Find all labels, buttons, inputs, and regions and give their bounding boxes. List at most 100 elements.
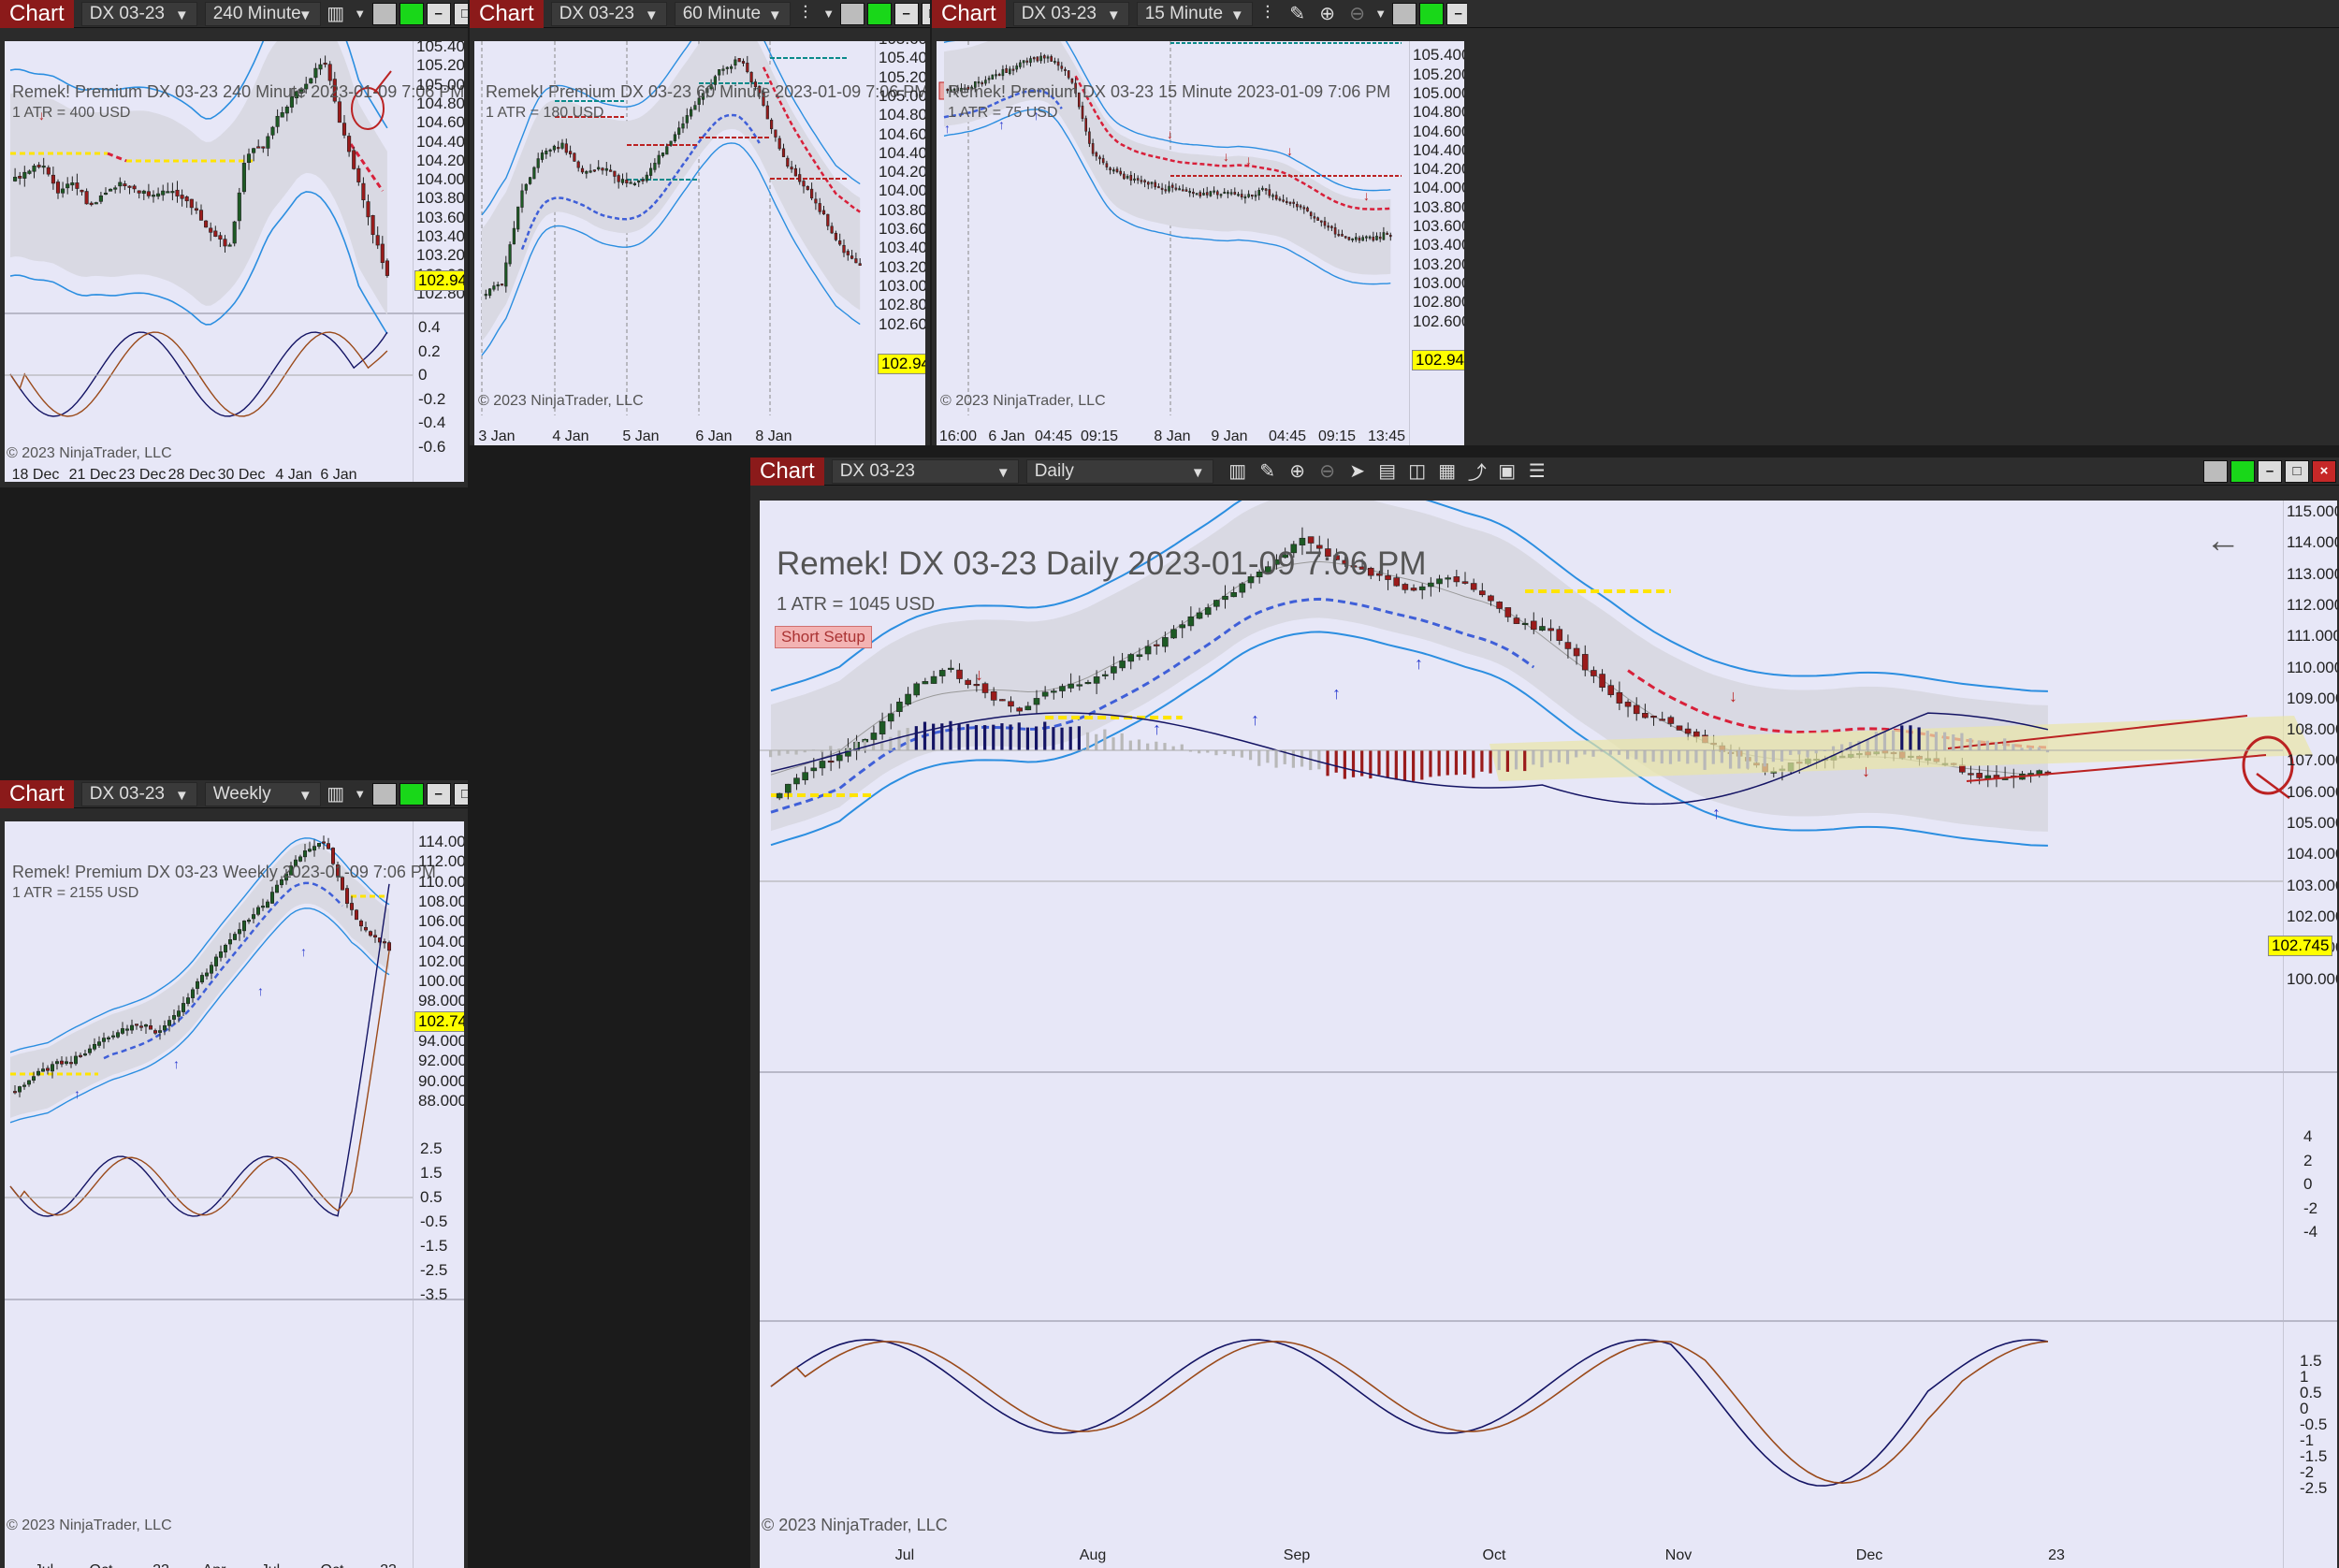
minimize-icon[interactable]: – bbox=[893, 2, 919, 25]
panel-separator[interactable] bbox=[5, 1299, 464, 1300]
chart-tab[interactable]: Chart bbox=[0, 780, 74, 808]
histogram-bar bbox=[1505, 750, 1510, 772]
indicators-icon[interactable]: ▦ bbox=[1438, 461, 1457, 482]
link-gray-button[interactable] bbox=[371, 782, 397, 806]
cursor-icon[interactable]: ➤ bbox=[1349, 461, 1366, 482]
minimize-icon[interactable]: – bbox=[1446, 2, 1467, 25]
panel-separator[interactable] bbox=[760, 1320, 2337, 1322]
x-axis-tick: 22 bbox=[153, 1562, 169, 1568]
back-arrow-icon[interactable]: ← bbox=[2205, 521, 2241, 560]
bar-type-icon[interactable]: ▥ bbox=[1228, 461, 1247, 482]
candle-body bbox=[74, 1055, 79, 1065]
link-green-button[interactable] bbox=[866, 2, 892, 25]
link-gray-button[interactable] bbox=[1391, 2, 1416, 25]
interval-selector[interactable]: 15 Minute ▼ bbox=[1136, 1, 1253, 26]
instrument-selector[interactable]: DX 03-23 ▼ bbox=[1012, 1, 1129, 26]
zoom-in-icon[interactable]: ⊕ bbox=[1289, 461, 1306, 482]
link-green-button[interactable] bbox=[1418, 2, 1444, 25]
chart-tab[interactable]: Chart bbox=[932, 0, 1006, 28]
oscillator-fast-line bbox=[9, 331, 388, 417]
candle-body bbox=[1316, 217, 1319, 221]
candle-body bbox=[620, 179, 625, 183]
link-green-button[interactable] bbox=[2230, 459, 2255, 483]
link-gray-button[interactable] bbox=[2203, 459, 2228, 483]
zoom-out-icon[interactable]: ⊖ bbox=[1319, 461, 1336, 482]
chart-plot-15min[interactable]: ↑ ↑ ↑ ↓ ↓ ↓ ↓ ↓ Remek! Premium DX 03-23 15 Minu… bbox=[937, 41, 1464, 445]
candle-body bbox=[613, 170, 617, 177]
bar-type-icon[interactable]: ▥ bbox=[327, 784, 345, 805]
candle-body bbox=[1309, 211, 1313, 216]
candle-body bbox=[790, 167, 793, 170]
candle-body bbox=[1039, 55, 1042, 62]
pencil-icon[interactable]: ✎ bbox=[1259, 461, 1276, 482]
interval-selector[interactable]: Weekly ▼ bbox=[204, 781, 321, 806]
histogram-bar bbox=[940, 723, 944, 750]
close-icon[interactable]: × bbox=[2312, 459, 2336, 483]
maximize-icon[interactable]: □ bbox=[453, 782, 468, 806]
histogram-bar bbox=[914, 726, 918, 750]
instrument-selector[interactable]: DX 03-23 ▼ bbox=[80, 781, 197, 806]
chart-plot-240min[interactable]: ↓ Remek! Premium DX 03-23 240 Minute 202… bbox=[5, 41, 464, 482]
chevron-down-icon[interactable]: ▼ bbox=[354, 7, 367, 21]
instrument-selector[interactable]: DX 03-23 ▼ bbox=[80, 1, 197, 26]
interval-selector[interactable]: 60 Minute ▼ bbox=[674, 1, 791, 26]
price-tick: 104.800 bbox=[416, 94, 464, 112]
strategies-icon[interactable]: ⤴ bbox=[1467, 463, 1487, 484]
price-tick: 106.000 bbox=[2287, 782, 2337, 801]
bar-type-icon[interactable]: ⫶ bbox=[803, 3, 808, 23]
candle-body bbox=[604, 167, 608, 171]
trailing-stop-bull bbox=[103, 881, 343, 1060]
candle-body bbox=[1642, 713, 1649, 719]
zoom-out-icon[interactable]: ⊖ bbox=[1349, 4, 1366, 24]
candle-body bbox=[1067, 70, 1070, 79]
target-circle bbox=[2242, 735, 2294, 795]
zoom-in-icon[interactable]: ⊕ bbox=[1319, 4, 1336, 24]
candle-body bbox=[1041, 691, 1049, 697]
list-icon[interactable]: ☰ bbox=[1528, 461, 1546, 482]
candle-body bbox=[70, 182, 75, 186]
link-gray-button[interactable] bbox=[371, 2, 397, 25]
histogram-bar bbox=[1909, 725, 1912, 750]
chart-plot-weekly[interactable]: ↑ ↑ ↑ ↑ Remek! Premium DX 03-23 Weekly 2023… bbox=[5, 821, 464, 1568]
chart-tab[interactable]: Chart bbox=[750, 457, 824, 486]
maximize-icon[interactable]: □ bbox=[2285, 459, 2309, 483]
data-box-icon[interactable]: ▤ bbox=[1378, 461, 1397, 482]
candle-body bbox=[665, 146, 669, 155]
candle-body bbox=[139, 1025, 144, 1028]
chevron-down-icon[interactable]: ▼ bbox=[822, 7, 835, 21]
interval-selector[interactable]: Daily ▼ bbox=[1025, 458, 1213, 484]
candle-body bbox=[186, 997, 191, 1004]
chevron-down-icon[interactable]: ▼ bbox=[1374, 7, 1387, 21]
chart-plot-daily[interactable]: ↑ ↑ ↑ ↑ ↑ ↓ ↓ ↓ Remek! DX 03-23 Daily 2023-01-0… bbox=[760, 501, 2337, 1568]
properties-icon[interactable]: ◫ bbox=[1408, 461, 1427, 482]
chart-title: Remek! Premium DX 03-23 60 Minute 2023-0… bbox=[486, 82, 925, 101]
instrument-selector[interactable]: DX 03-23 ▼ bbox=[550, 1, 667, 26]
templates-icon[interactable]: ▣ bbox=[1498, 461, 1517, 482]
instrument-selector[interactable]: DX 03-23 ▼ bbox=[831, 458, 1019, 484]
chevron-down-icon[interactable]: ▼ bbox=[354, 787, 367, 801]
pencil-icon[interactable]: ✎ bbox=[1289, 4, 1306, 24]
bar-type-icon[interactable]: ⫶ bbox=[1265, 3, 1271, 23]
link-green-button[interactable] bbox=[399, 2, 424, 25]
link-green-button[interactable] bbox=[399, 782, 424, 806]
link-gray-button[interactable] bbox=[839, 2, 864, 25]
bar-type-icon[interactable]: ▥ bbox=[327, 4, 345, 24]
maximize-icon[interactable]: □ bbox=[453, 2, 468, 25]
minimize-icon[interactable]: – bbox=[426, 2, 451, 25]
panel-separator[interactable] bbox=[760, 1071, 2337, 1073]
chart-tab[interactable]: Chart bbox=[470, 0, 544, 28]
candle-body bbox=[1247, 194, 1250, 197]
chart-plot-60min[interactable]: Remek! Premium DX 03-23 60 Minute 2023-0… bbox=[474, 41, 925, 445]
panel-separator[interactable] bbox=[5, 312, 464, 314]
maximize-icon[interactable]: □ bbox=[921, 2, 930, 25]
histogram-bar bbox=[1155, 741, 1158, 750]
interval-selector[interactable]: 240 Minute ▼ bbox=[204, 1, 321, 26]
copyright: © 2023 NinjaTrader, LLC bbox=[7, 445, 172, 461]
histogram-bar bbox=[1763, 750, 1766, 767]
minimize-icon[interactable]: – bbox=[2258, 459, 2282, 483]
minimize-icon[interactable]: – bbox=[426, 782, 451, 806]
candle-body bbox=[946, 89, 949, 92]
chart-tab[interactable]: Chart bbox=[0, 0, 74, 28]
candle-body bbox=[997, 73, 1001, 77]
macd-line bbox=[770, 712, 2049, 806]
